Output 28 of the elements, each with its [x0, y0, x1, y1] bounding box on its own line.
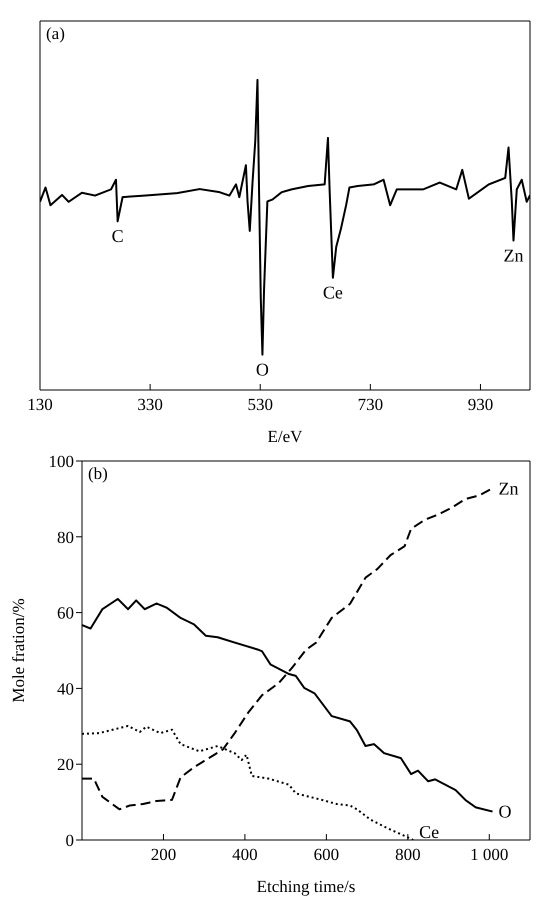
chart-title: (a)	[46, 24, 65, 44]
x-tick-label: 330	[137, 395, 163, 414]
series-label: Zn	[498, 478, 519, 498]
x-tick-label: 530	[247, 395, 273, 414]
y-tick-label: 80	[57, 528, 74, 547]
annotation: Zn	[503, 245, 524, 266]
annotation: O	[256, 359, 269, 380]
x-tick-label: 130	[27, 395, 53, 414]
x-tick-label: 730	[358, 395, 384, 414]
y-tick-label: 0	[66, 831, 74, 850]
x-tick-label: 930	[468, 395, 494, 414]
series-label: O	[498, 802, 512, 822]
annotation: C	[112, 226, 124, 246]
y-tick-label: 60	[57, 604, 74, 623]
y-axis-title: Mole fration/%	[9, 598, 28, 703]
chart-title: (b)	[88, 464, 108, 484]
x-tick-label: 800	[395, 845, 421, 864]
x-axis-title: Etching time/s	[256, 877, 356, 896]
y-tick-label: 40	[57, 679, 74, 698]
x-tick-label: 400	[232, 845, 258, 864]
y-tick-label: 100	[48, 452, 74, 472]
series-label: Ce	[419, 822, 440, 842]
x-tick-label: 200	[150, 845, 176, 864]
x-axis-title: E/eV	[268, 427, 304, 446]
x-tick-label: 1 000	[470, 845, 508, 864]
y-tick-label: 20	[57, 755, 74, 774]
x-tick-label: 600	[314, 845, 340, 864]
annotation: Ce	[322, 282, 343, 303]
